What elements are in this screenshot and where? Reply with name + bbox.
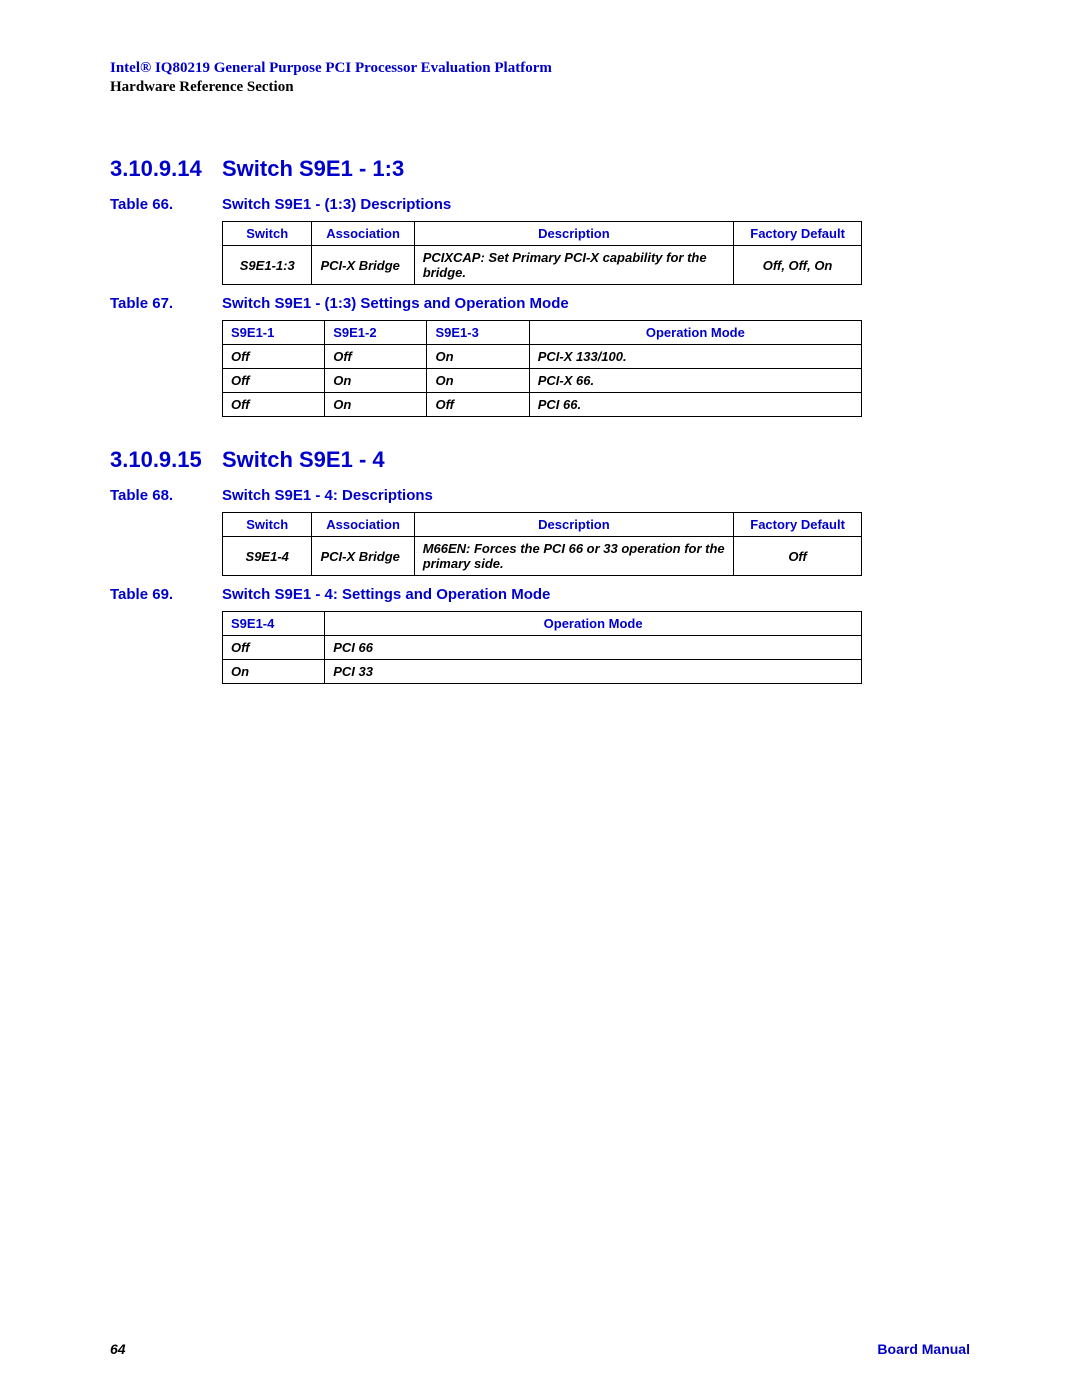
table66-r1c4: Off, Off, On: [734, 246, 862, 285]
table67-caption-label: Table 67.: [110, 295, 222, 312]
table67-h1: S9E1-1: [223, 321, 325, 345]
table-header-row: Switch Association Description Factory D…: [223, 513, 862, 537]
table66: Switch Association Description Factory D…: [222, 221, 862, 285]
table-row: S9E1-1:3 PCI-X Bridge PCIXCAP: Set Prima…: [223, 246, 862, 285]
table68-h1: Switch: [223, 513, 312, 537]
table67-r3c4: PCI 66.: [529, 393, 861, 417]
table-header-row: Switch Association Description Factory D…: [223, 222, 862, 246]
table67-r3c2: On: [325, 393, 427, 417]
table66-caption-text: Switch S9E1 - (1:3) Descriptions: [222, 196, 451, 213]
table68-caption-text: Switch S9E1 - 4: Descriptions: [222, 487, 433, 504]
table66-r1c1: S9E1-1:3: [223, 246, 312, 285]
document-subtitle: Hardware Reference Section: [110, 79, 970, 96]
table67-r2c2: On: [325, 369, 427, 393]
table-row: S9E1-4 PCI-X Bridge M66EN: Forces the PC…: [223, 537, 862, 576]
table-row: Off On Off PCI 66.: [223, 393, 862, 417]
table67-r3c1: Off: [223, 393, 325, 417]
section-heading-1: 3.10.9.14Switch S9E1 - 1:3: [110, 156, 970, 182]
table69-h1: S9E1-4: [223, 612, 325, 636]
table69-h2: Operation Mode: [325, 612, 862, 636]
table69-r1c1: Off: [223, 636, 325, 660]
table68-caption-label: Table 68.: [110, 487, 222, 504]
table68-r1c3: M66EN: Forces the PCI 66 or 33 operation…: [414, 537, 734, 576]
table68-r1c2: PCI-X Bridge: [312, 537, 414, 576]
table66-h4: Factory Default: [734, 222, 862, 246]
table67-r1c4: PCI-X 133/100.: [529, 345, 861, 369]
table69-r1c2: PCI 66: [325, 636, 862, 660]
table67-h3: S9E1-3: [427, 321, 529, 345]
section2-number: 3.10.9.15: [110, 447, 222, 473]
table69-caption-text: Switch S9E1 - 4: Settings and Operation …: [222, 586, 550, 603]
table69-caption-label: Table 69.: [110, 586, 222, 603]
table-header-row: S9E1-4 Operation Mode: [223, 612, 862, 636]
table68-caption: Table 68.Switch S9E1 - 4: Descriptions: [110, 487, 970, 504]
page-header: Intel® IQ80219 General Purpose PCI Proce…: [110, 60, 970, 96]
table67-r1c3: On: [427, 345, 529, 369]
table68-h4: Factory Default: [734, 513, 862, 537]
table67-r2c4: PCI-X 66.: [529, 369, 861, 393]
table68-r1c1: S9E1-4: [223, 537, 312, 576]
table66-r1c3: PCIXCAP: Set Primary PCI-X capability fo…: [414, 246, 734, 285]
table69-r2c1: On: [223, 660, 325, 684]
table68-h2: Association: [312, 513, 414, 537]
table67: S9E1-1 S9E1-2 S9E1-3 Operation Mode Off …: [222, 320, 862, 417]
document-title: Intel® IQ80219 General Purpose PCI Proce…: [110, 60, 970, 77]
table68-h3: Description: [414, 513, 734, 537]
page-footer: 64 Board Manual: [110, 1341, 970, 1357]
table-row: Off PCI 66: [223, 636, 862, 660]
table-row: Off On On PCI-X 66.: [223, 369, 862, 393]
table67-h2: S9E1-2: [325, 321, 427, 345]
table66-h1: Switch: [223, 222, 312, 246]
table66-r1c2: PCI-X Bridge: [312, 246, 414, 285]
page-number: 64: [110, 1341, 126, 1357]
section-heading-2: 3.10.9.15Switch S9E1 - 4: [110, 447, 970, 473]
table66-caption-label: Table 66.: [110, 196, 222, 213]
table67-caption-text: Switch S9E1 - (1:3) Settings and Operati…: [222, 295, 569, 312]
page-container: Intel® IQ80219 General Purpose PCI Proce…: [0, 0, 1080, 1397]
table-row: Off Off On PCI-X 133/100.: [223, 345, 862, 369]
table67-r1c2: Off: [325, 345, 427, 369]
section1-title: Switch S9E1 - 1:3: [222, 156, 404, 181]
table67-r1c1: Off: [223, 345, 325, 369]
table68-r1c4: Off: [734, 537, 862, 576]
table67-caption: Table 67.Switch S9E1 - (1:3) Settings an…: [110, 295, 970, 312]
table68: Switch Association Description Factory D…: [222, 512, 862, 576]
table-row: On PCI 33: [223, 660, 862, 684]
table69: S9E1-4 Operation Mode Off PCI 66 On PCI …: [222, 611, 862, 684]
table69-r2c2: PCI 33: [325, 660, 862, 684]
section1-number: 3.10.9.14: [110, 156, 222, 182]
table67-r3c3: Off: [427, 393, 529, 417]
table66-caption: Table 66.Switch S9E1 - (1:3) Description…: [110, 196, 970, 213]
table67-h4: Operation Mode: [529, 321, 861, 345]
section2-title: Switch S9E1 - 4: [222, 447, 385, 472]
table67-r2c1: Off: [223, 369, 325, 393]
table-header-row: S9E1-1 S9E1-2 S9E1-3 Operation Mode: [223, 321, 862, 345]
table69-caption: Table 69.Switch S9E1 - 4: Settings and O…: [110, 586, 970, 603]
table66-h2: Association: [312, 222, 414, 246]
footer-label: Board Manual: [877, 1341, 970, 1357]
table66-h3: Description: [414, 222, 734, 246]
table67-r2c3: On: [427, 369, 529, 393]
